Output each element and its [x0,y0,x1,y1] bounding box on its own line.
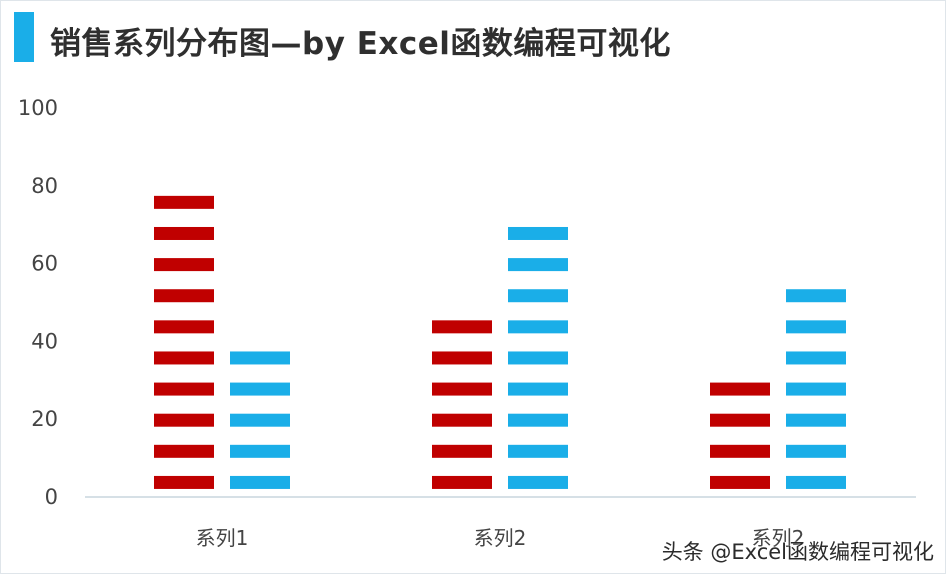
chart-title: 销售系列分布图—by Excel函数编程可视化 [50,26,671,62]
bar-segment [786,444,846,458]
bar-segment [432,320,492,334]
y-tick-label: 0 [45,485,58,509]
title-accent-bar [14,12,34,62]
bar-segment [154,195,214,209]
x-tick-label: 系列2 [474,526,527,550]
bar-segment [154,475,214,489]
bar-segment [508,475,568,489]
bar-segment [786,320,846,334]
x-tick-label: 系列1 [196,526,249,550]
bar-segment [230,444,290,458]
bar-segment [786,475,846,489]
bar-segment [508,413,568,427]
y-tick-label: 40 [31,329,58,353]
bar-segment [508,382,568,396]
bar-segment [710,444,770,458]
x-axis: 系列1 系列2 系列2 [196,526,805,550]
y-axis: 0 20 40 60 80 100 [18,96,58,509]
bar-segment [432,382,492,396]
bar-segment [432,475,492,489]
bar-segment [154,382,214,396]
bar-segment [230,351,290,365]
bar-segment [230,382,290,396]
bar-segment [432,444,492,458]
bar-segment [154,289,214,303]
bar-segment [508,320,568,334]
bar-segment [786,413,846,427]
bar-segment [154,226,214,240]
bar-segment [508,351,568,365]
x-tick-label: 系列2 [752,526,805,550]
bar-segment [508,444,568,458]
bar-segment [508,258,568,272]
bar-segment [432,413,492,427]
bar-segment [154,413,214,427]
bar-segment [710,475,770,489]
bar-segment [154,320,214,334]
bar-segment [508,226,568,240]
y-tick-label: 20 [31,407,58,431]
bar-segment [710,413,770,427]
bar-segment [432,351,492,365]
bar-segment [230,475,290,489]
bar-segment [154,444,214,458]
y-tick-label: 80 [31,174,58,198]
bar-segment [230,413,290,427]
bar-segment [154,258,214,272]
bar-segment [786,351,846,365]
bar-segment [786,289,846,303]
watermark: 头条 @Excel函数编程可视化 [661,540,934,564]
bar-segment [508,289,568,303]
bar-segment [786,382,846,396]
y-tick-label: 100 [18,96,58,120]
bar-segment [710,382,770,396]
y-tick-label: 60 [31,252,58,276]
bar-segment [154,351,214,365]
bar-segments [154,195,846,489]
